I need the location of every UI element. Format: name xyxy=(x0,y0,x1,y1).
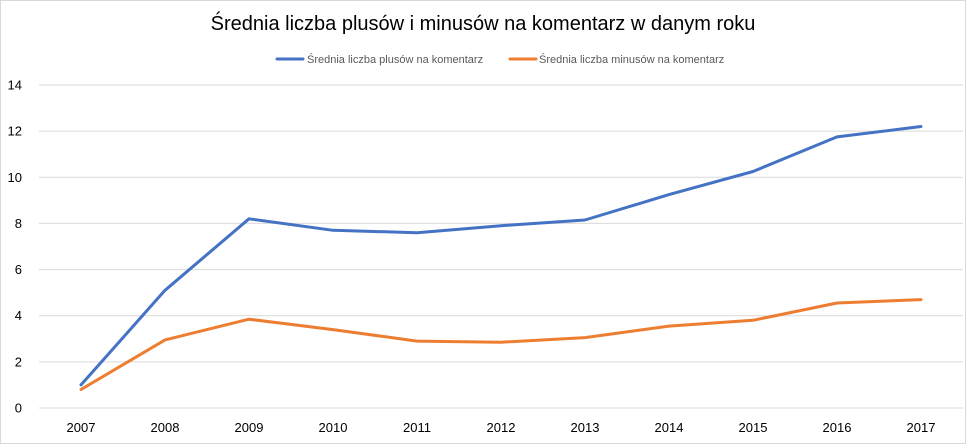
y-tick-label: 10 xyxy=(8,170,22,185)
y-axis-ticks: 0 2 4 6 8 10 12 14 xyxy=(8,78,22,416)
x-axis-ticks: 2007 2008 2009 2010 2011 2012 2013 2014 2015 2016… xyxy=(67,420,936,435)
y-tick-label: 12 xyxy=(8,124,22,139)
x-tick-label: 2012 xyxy=(487,420,516,435)
x-tick-label: 2015 xyxy=(739,420,768,435)
x-tick-label: 2016 xyxy=(823,420,852,435)
x-tick-label: 2014 xyxy=(655,420,684,435)
series-lines xyxy=(79,125,923,391)
x-tick-label: 2017 xyxy=(907,420,936,435)
y-tick-label: 0 xyxy=(15,401,22,416)
x-tick-label: 2007 xyxy=(67,420,96,435)
chart-title: Średnia liczba plusów i minusów na komen… xyxy=(211,11,756,35)
x-tick-label: 2010 xyxy=(319,420,348,435)
x-tick-label: 2011 xyxy=(403,420,431,435)
x-tick-label: 2008 xyxy=(151,420,180,435)
legend-label: Średnia liczba plusów na komentarz xyxy=(307,53,483,66)
y-tick-label: 4 xyxy=(15,308,22,323)
y-tick-label: 8 xyxy=(15,216,22,231)
y-tick-label: 14 xyxy=(8,78,22,93)
y-tick-label: 2 xyxy=(15,354,22,369)
legend: Średnia liczba plusów na komentarz Średni… xyxy=(275,53,724,66)
series-line-plusy xyxy=(79,125,923,387)
x-tick-label: 2013 xyxy=(571,420,600,435)
y-tick-label: 6 xyxy=(15,262,22,277)
gridlines xyxy=(39,84,963,409)
series-line-minusy xyxy=(79,298,923,391)
legend-label: Średnia liczba minusów na komentarz xyxy=(539,53,724,66)
x-tick-label: 2009 xyxy=(235,420,264,435)
